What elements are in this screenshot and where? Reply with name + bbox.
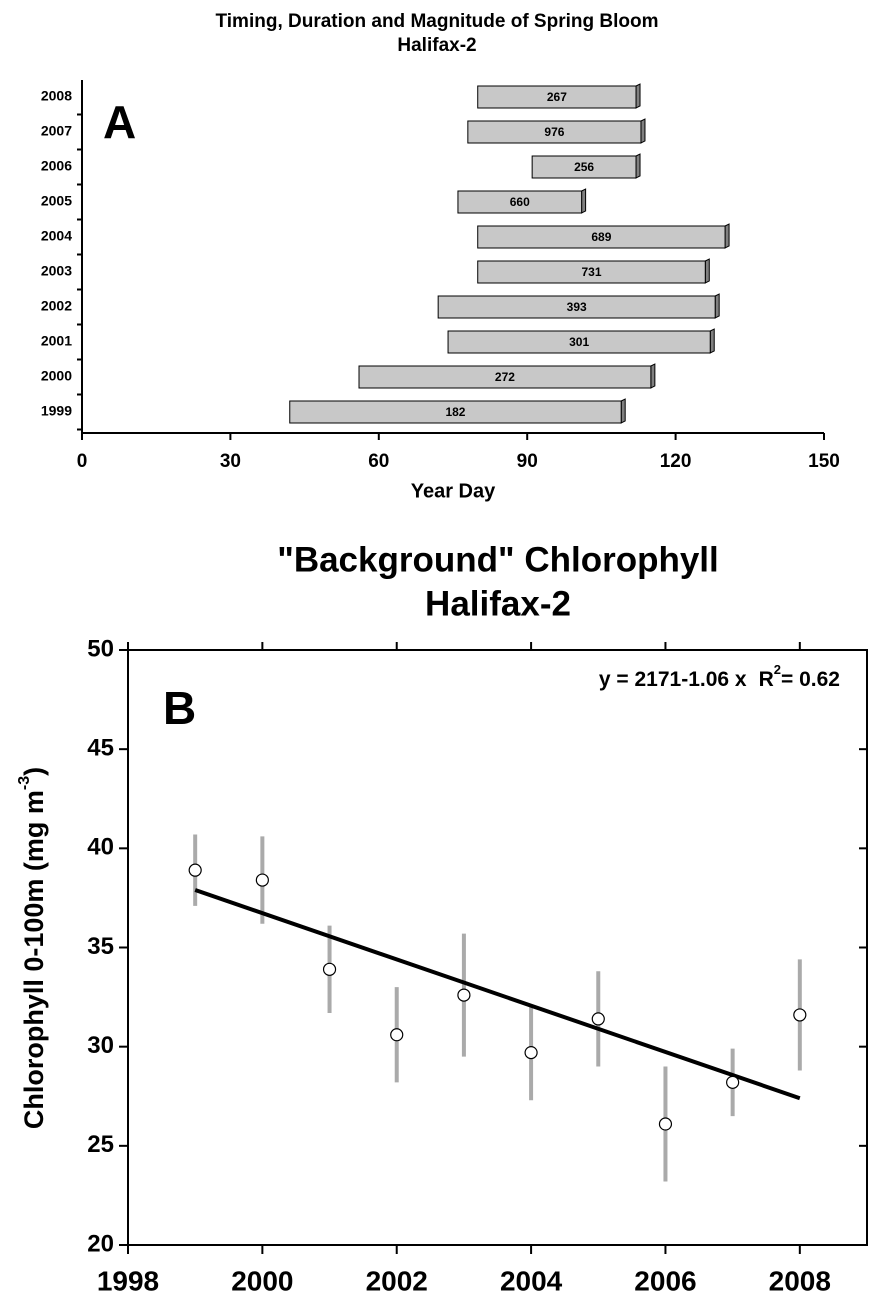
r-superscript: 2 — [774, 662, 781, 677]
bar — [289, 400, 622, 424]
data-point — [390, 1028, 404, 1042]
bar-label: 689 — [591, 230, 611, 244]
trend-line — [194, 888, 801, 1101]
regression-annotation: y = 2171-1.06 x R2= 0.62 — [599, 662, 840, 690]
bar — [457, 190, 583, 214]
bar — [477, 260, 706, 284]
bar-label: 731 — [581, 265, 601, 279]
plot-frame — [127, 649, 868, 1246]
y-tick-label: 2000 — [41, 368, 72, 384]
bar — [467, 120, 642, 144]
x-tick-label: 150 — [808, 451, 840, 472]
bar-side — [709, 328, 715, 354]
x-tick-label: 2006 — [634, 1265, 696, 1296]
x-tick-label: 1998 — [97, 1265, 159, 1296]
bar-side — [650, 363, 656, 389]
y-tick-label: 2001 — [41, 333, 72, 349]
bar-side — [714, 293, 720, 319]
panel-label: B — [163, 682, 196, 734]
y-tick-label: 2002 — [41, 298, 72, 314]
y-tick-label: 2003 — [41, 263, 72, 279]
bar-label: 256 — [574, 160, 594, 174]
y-tick-label: 45 — [87, 735, 114, 762]
data-point — [591, 1012, 605, 1026]
bar — [358, 365, 652, 389]
x-tick-label: 2008 — [769, 1265, 831, 1296]
y-tick-label: 2004 — [41, 228, 72, 244]
chart-subtitle: Halifax-2 — [397, 35, 476, 56]
bar-side — [635, 153, 641, 179]
y-axis-label: Chlorophyll 0-100m (mg m-3) — [16, 767, 49, 1129]
data-point — [255, 873, 269, 887]
bar — [437, 295, 716, 319]
bar-label: 393 — [567, 300, 587, 314]
bar — [447, 330, 711, 354]
y-tick-label: 2007 — [41, 123, 72, 139]
data-point — [726, 1075, 740, 1089]
x-tick-label: 2002 — [366, 1265, 428, 1296]
bar-label: 976 — [544, 125, 564, 139]
y-tick-label: 35 — [87, 933, 114, 960]
bar — [477, 225, 726, 249]
y-tick-label: 20 — [87, 1230, 114, 1257]
bar-label: 301 — [569, 335, 589, 349]
x-tick-label: 90 — [517, 451, 538, 472]
x-tick-label: 2000 — [231, 1265, 293, 1296]
y-tick-label: 1999 — [41, 403, 72, 419]
y-tick-label: 50 — [87, 635, 114, 662]
equation: y = 2171-1.06 x — [599, 668, 747, 691]
bar-label: 660 — [510, 195, 530, 209]
x-tick-label: 60 — [368, 451, 389, 472]
y-label-superscript: -3 — [16, 776, 33, 790]
data-point — [658, 1117, 673, 1131]
panel-label: A — [103, 96, 136, 148]
bar-side — [640, 118, 646, 144]
data-point — [457, 988, 471, 1002]
bar-label: 182 — [445, 405, 465, 419]
y-tick-label: 40 — [87, 834, 114, 861]
y-label-end: ) — [19, 767, 49, 776]
bar — [531, 155, 637, 179]
x-tick-label: 120 — [660, 451, 692, 472]
bar-side — [724, 223, 730, 249]
y-tick-label: 2008 — [41, 88, 72, 104]
y-label-text: Chlorophyll 0-100m (mg m — [19, 790, 49, 1129]
chart-title: "Background" Chlorophyll — [277, 540, 719, 579]
y-tick-label: 2005 — [41, 193, 72, 209]
y-tick-label: 2006 — [41, 158, 72, 174]
r-value: = 0.62 — [781, 668, 840, 691]
x-tick-label: 2004 — [500, 1265, 563, 1296]
r-label: R — [759, 668, 774, 691]
data-point — [322, 962, 337, 976]
bar-side — [704, 258, 710, 284]
data-point — [188, 863, 202, 877]
bar — [477, 85, 637, 109]
x-axis-label: Year Day — [411, 480, 496, 502]
x-tick-label: 0 — [77, 451, 88, 472]
bar-side — [620, 398, 626, 424]
bar-label: 267 — [547, 90, 567, 104]
y-tick-label: 25 — [87, 1131, 114, 1158]
data-point — [793, 1008, 807, 1022]
bar-side — [581, 188, 587, 214]
chart-title: Timing, Duration and Magnitude of Spring… — [216, 11, 659, 32]
data-point — [524, 1046, 538, 1060]
bar-label: 272 — [495, 370, 515, 384]
chart-subtitle: Halifax-2 — [425, 584, 571, 623]
bar-side — [635, 83, 641, 109]
x-tick-label: 30 — [220, 451, 241, 472]
y-tick-label: 30 — [87, 1032, 114, 1059]
